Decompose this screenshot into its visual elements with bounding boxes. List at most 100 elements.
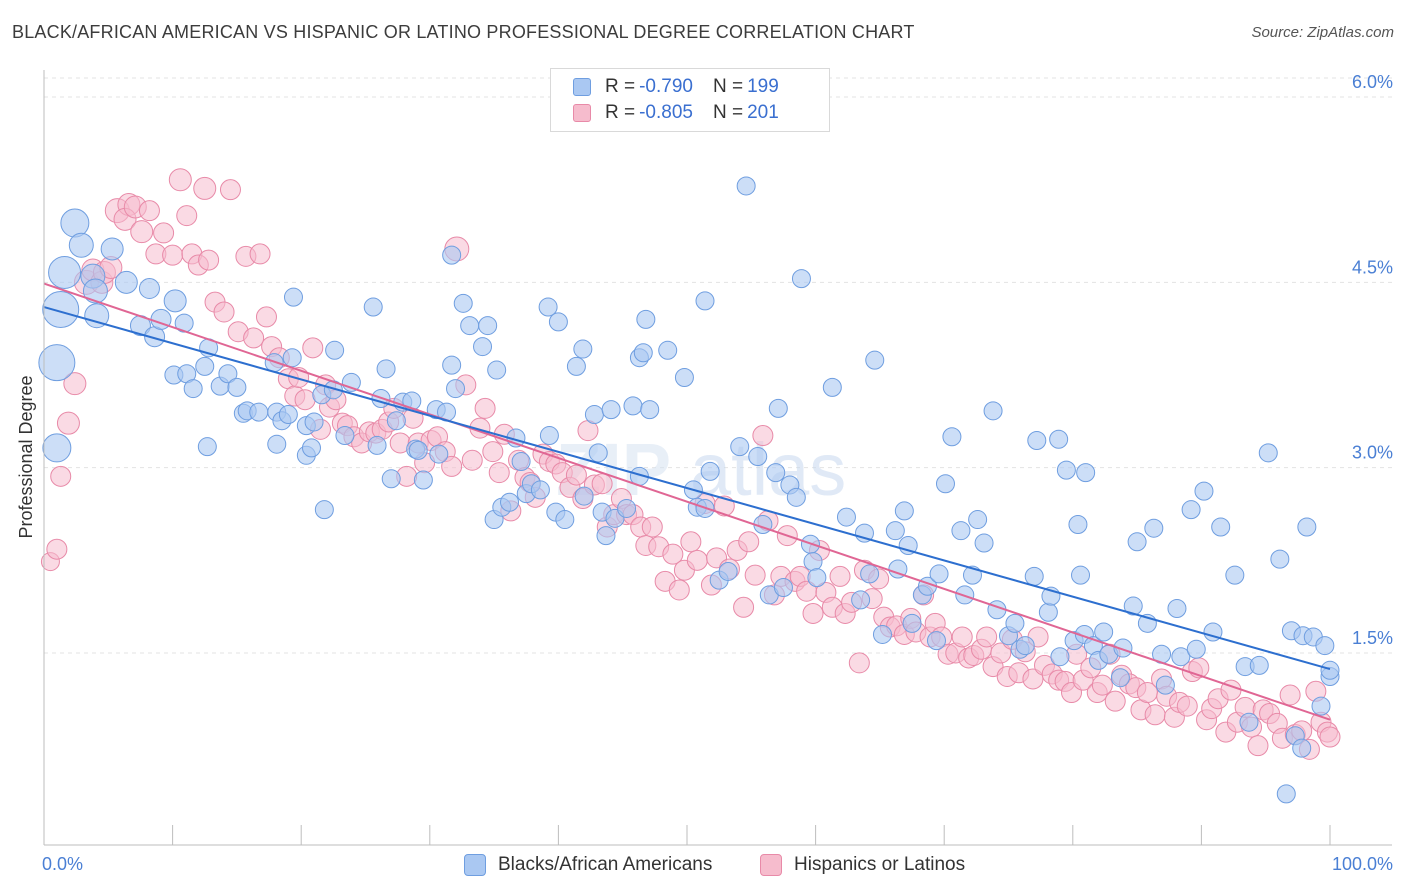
hispanic-point	[168, 168, 192, 192]
black-point	[278, 405, 298, 425]
legend-item-hispanics: Hispanics or Latinos	[760, 852, 965, 878]
black-point	[325, 340, 345, 360]
black-point	[1056, 460, 1076, 480]
black-point	[402, 391, 422, 411]
hispanic-point	[1279, 684, 1301, 706]
black-point	[442, 355, 462, 375]
black-point	[367, 435, 387, 455]
hispanic-point	[162, 244, 184, 266]
black-point	[566, 356, 586, 376]
black-point	[48, 255, 82, 289]
black-point	[442, 245, 462, 265]
black-point	[1258, 443, 1278, 463]
legend-label-blacks: Blacks/African Americans	[498, 854, 713, 875]
n-value: 201	[747, 102, 779, 123]
black-point	[894, 501, 914, 521]
black-point	[1127, 532, 1147, 552]
black-point	[1171, 647, 1191, 667]
y-axis-label: Professional Degree	[16, 375, 36, 538]
source-label: Source: ZipAtlas.com	[1251, 24, 1394, 41]
black-point	[951, 521, 971, 541]
hispanic-point	[744, 564, 766, 586]
hispanic-point	[738, 531, 760, 553]
hispanic-point	[1247, 735, 1269, 757]
hispanic-point	[591, 473, 613, 495]
black-point	[768, 398, 788, 418]
black-point	[736, 176, 756, 196]
black-point	[267, 434, 287, 454]
r-value: -0.805	[639, 102, 693, 123]
black-point	[1113, 638, 1133, 658]
black-point	[974, 533, 994, 553]
black-point	[1071, 565, 1091, 585]
y-tick-label: 1.5%	[1352, 628, 1393, 648]
x-tick-label: 0.0%	[42, 854, 83, 874]
black-point	[803, 552, 823, 572]
hispanic-point	[56, 411, 80, 435]
black-point	[574, 486, 594, 506]
black-point	[1320, 660, 1340, 680]
black-point	[617, 498, 637, 518]
n-label: N =	[712, 102, 744, 123]
hispanic-point	[46, 538, 68, 560]
black-point	[1110, 668, 1130, 688]
black-point	[1270, 549, 1290, 569]
black-point	[640, 400, 660, 420]
black-point	[588, 443, 608, 463]
r-label: R =	[605, 102, 636, 123]
black-point	[695, 291, 715, 311]
black-point	[195, 356, 215, 376]
hispanic-point	[302, 337, 324, 359]
black-point	[968, 510, 988, 530]
hispanic-point	[829, 565, 851, 587]
black-point	[718, 561, 738, 581]
black-point	[1249, 655, 1269, 675]
black-point	[1094, 622, 1114, 642]
black-point	[381, 469, 401, 489]
black-point	[42, 433, 72, 463]
black-point	[730, 437, 750, 457]
hispanic-point	[294, 389, 316, 411]
black-point	[227, 377, 247, 397]
black-point	[530, 480, 550, 500]
black-point	[304, 412, 324, 432]
stats-row-hispanics: R = -0.805 N = 201	[573, 101, 779, 125]
black-point	[473, 337, 493, 357]
hispanic-point	[848, 652, 870, 674]
black-point	[1068, 515, 1088, 535]
black-point	[748, 447, 768, 467]
blue-legend-swatch	[464, 854, 486, 876]
hispanic-point	[176, 205, 198, 227]
black-point	[478, 316, 498, 336]
black-point	[1292, 738, 1312, 758]
hispanic-point	[641, 516, 663, 538]
black-point	[1315, 636, 1335, 656]
black-point	[885, 521, 905, 541]
n-label: N =	[712, 76, 744, 97]
r-value: -0.790	[639, 76, 693, 97]
hispanic-point	[153, 222, 175, 244]
black-point	[658, 340, 678, 360]
hispanic-point	[482, 441, 504, 463]
black-point	[114, 270, 138, 294]
black-point	[902, 613, 922, 633]
black-point	[429, 444, 449, 464]
hispanic-point	[1104, 690, 1126, 712]
black-point	[335, 426, 355, 446]
blue-swatch	[573, 78, 591, 96]
black-point	[1297, 517, 1317, 537]
hispanic-point	[488, 462, 510, 484]
black-point	[791, 269, 811, 289]
black-point	[446, 379, 466, 399]
black-point	[376, 359, 396, 379]
black-point	[301, 438, 321, 458]
black-point	[1167, 599, 1187, 619]
black-point	[807, 568, 827, 588]
black-point	[314, 500, 334, 520]
black-point	[935, 474, 955, 494]
hispanic-point	[50, 465, 72, 487]
black-point	[249, 402, 269, 422]
y-tick-label: 6.0%	[1352, 72, 1393, 92]
black-point	[573, 339, 593, 359]
black-point	[1225, 565, 1245, 585]
